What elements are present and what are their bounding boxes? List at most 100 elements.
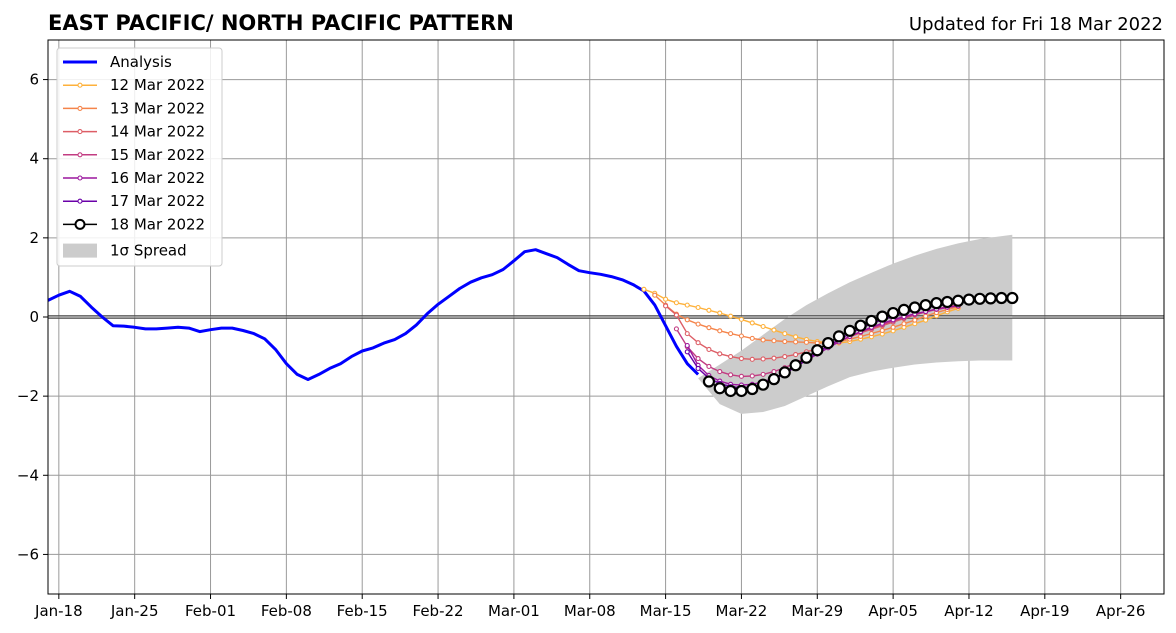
forecast-point xyxy=(782,338,788,345)
forecast-point xyxy=(717,310,723,316)
forecast-point xyxy=(684,317,690,323)
legend-label-spread: 1σ Spread xyxy=(110,242,187,260)
plot-area xyxy=(47,39,1165,595)
forecast-point xyxy=(702,375,716,388)
legend-swatch-marker xyxy=(77,129,83,135)
forecast-point xyxy=(663,303,669,309)
forecast-point xyxy=(749,335,755,341)
forecast-point xyxy=(771,369,777,375)
x-tick-label: Feb-01 xyxy=(185,602,236,620)
forecast-point xyxy=(973,292,986,305)
x-tick-label: Feb-15 xyxy=(337,602,388,620)
legend-box xyxy=(56,47,223,267)
forecast-point xyxy=(865,314,878,328)
x-tick-label: Feb-08 xyxy=(261,602,312,620)
forecast-point xyxy=(923,317,929,323)
forecast-point xyxy=(684,331,690,337)
forecast-point xyxy=(1006,291,1019,305)
x-tick-label: Jan-18 xyxy=(34,602,83,620)
forecast-point xyxy=(652,292,658,298)
forecast-point xyxy=(757,378,770,391)
forecast-point xyxy=(684,342,690,349)
forecast-point xyxy=(663,296,669,302)
forecast-point xyxy=(717,328,723,334)
forecast-point xyxy=(832,330,846,343)
forecast-point xyxy=(673,326,679,332)
forecast-point xyxy=(778,366,791,379)
forecast-point xyxy=(728,313,734,319)
x-tick-label: Mar-15 xyxy=(640,602,692,620)
forecast-point xyxy=(695,321,701,327)
y-tick-label: −4 xyxy=(17,466,39,484)
forecast-point xyxy=(923,313,929,319)
y-tick-label: 6 xyxy=(29,71,39,89)
forecast-point xyxy=(738,316,744,322)
forecast-point xyxy=(887,306,900,320)
forecast-point xyxy=(771,355,777,361)
forecast-point xyxy=(760,356,766,362)
forecast-point xyxy=(984,292,997,305)
forecast-point xyxy=(760,337,766,343)
forecast-point xyxy=(706,307,712,313)
forecast-point xyxy=(843,324,856,337)
forecast-point xyxy=(746,382,759,396)
y-tick-label: 4 xyxy=(29,150,39,168)
forecast-point xyxy=(767,373,781,386)
forecast-point xyxy=(749,320,755,326)
legend-swatch-marker xyxy=(77,152,83,158)
y-axis: −6 −4 −2 0 2 4 6 xyxy=(17,71,48,563)
forecast-point xyxy=(706,363,712,370)
legend-label-forecast: 14 Mar 2022 xyxy=(110,123,205,141)
x-tick-label: Apr-05 xyxy=(868,602,918,620)
forecast-point xyxy=(673,312,679,318)
forecast-point xyxy=(890,324,896,330)
forecast-point xyxy=(760,371,766,377)
forecast-point xyxy=(803,339,809,345)
forecast-point xyxy=(749,356,755,362)
legend-label-analysis: Analysis xyxy=(110,53,172,71)
forecast-point xyxy=(854,319,867,332)
forecast-point xyxy=(822,337,835,350)
forecast-point xyxy=(771,327,777,333)
forecast-point xyxy=(908,301,921,314)
forecast-point xyxy=(962,293,976,306)
y-tick-label: 0 xyxy=(29,308,39,326)
forecast-point xyxy=(876,310,889,323)
forecast-point xyxy=(793,334,799,340)
analysis-line xyxy=(47,248,700,381)
forecast-point xyxy=(760,323,766,330)
forecast-point xyxy=(717,369,723,375)
forecast-point xyxy=(684,349,690,355)
forecast-point xyxy=(728,372,734,378)
forecast-point xyxy=(789,359,802,372)
legend-label-forecast: 17 Mar 2022 xyxy=(110,192,205,210)
legend-swatch-marker xyxy=(77,82,83,88)
x-axis: Jan-18 Jan-25 Feb-01 Feb-08 Feb-15 Feb-22 Mar-… xyxy=(34,594,1145,620)
forecast-point xyxy=(738,333,744,339)
forecast-point xyxy=(684,302,690,308)
forecast-point xyxy=(749,373,755,379)
forecast-point xyxy=(695,304,701,311)
forecast-point xyxy=(717,351,723,357)
chart-title: EAST PACIFIC/ NORTH PACIFIC PATTERN xyxy=(48,11,514,35)
forecast-point xyxy=(706,325,712,331)
forecast-point xyxy=(695,365,701,371)
forecast-point xyxy=(728,354,734,360)
x-tick-label: Apr-19 xyxy=(1020,602,1070,620)
forecast-point xyxy=(995,291,1008,305)
legend-swatch-marker xyxy=(77,105,83,111)
forecast-point xyxy=(952,294,965,307)
x-tick-label: Apr-26 xyxy=(1096,602,1146,620)
forecast-point xyxy=(919,299,932,312)
x-tick-label: Mar-01 xyxy=(488,602,540,620)
legend-swatch-marker xyxy=(77,198,83,204)
forecast-point xyxy=(897,303,911,316)
x-tick-label: Jan-25 xyxy=(110,602,159,620)
forecast-series-layer xyxy=(641,286,1019,398)
y-tick-label: −2 xyxy=(17,387,39,405)
forecast-point xyxy=(771,338,777,344)
y-tick-label: 2 xyxy=(29,229,39,247)
legend-label-forecast: 13 Mar 2022 xyxy=(110,99,205,117)
forecast-point xyxy=(735,384,748,398)
